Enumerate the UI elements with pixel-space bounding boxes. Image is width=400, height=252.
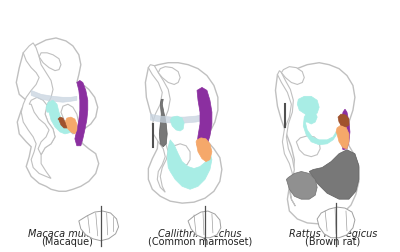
Polygon shape bbox=[309, 150, 359, 199]
Polygon shape bbox=[79, 211, 118, 241]
Polygon shape bbox=[16, 39, 99, 192]
Polygon shape bbox=[286, 172, 317, 199]
Polygon shape bbox=[58, 118, 67, 129]
Polygon shape bbox=[282, 67, 304, 85]
Text: (Common marmoset): (Common marmoset) bbox=[148, 236, 252, 246]
Polygon shape bbox=[170, 144, 190, 167]
Text: (Brown rat): (Brown rat) bbox=[306, 236, 361, 246]
Text: Macaca mulatta: Macaca mulatta bbox=[28, 228, 106, 238]
Polygon shape bbox=[167, 140, 212, 190]
Polygon shape bbox=[148, 66, 170, 193]
Polygon shape bbox=[31, 91, 77, 103]
Polygon shape bbox=[75, 81, 88, 146]
Polygon shape bbox=[317, 207, 355, 238]
Polygon shape bbox=[303, 111, 337, 145]
Polygon shape bbox=[145, 64, 222, 203]
Polygon shape bbox=[46, 101, 71, 134]
Polygon shape bbox=[336, 125, 349, 149]
Polygon shape bbox=[338, 115, 349, 128]
Polygon shape bbox=[159, 100, 167, 147]
Polygon shape bbox=[197, 88, 212, 152]
Polygon shape bbox=[61, 105, 79, 134]
Polygon shape bbox=[21, 44, 55, 179]
Text: (Macaque): (Macaque) bbox=[41, 236, 93, 246]
Polygon shape bbox=[170, 117, 184, 132]
Polygon shape bbox=[188, 211, 221, 238]
Polygon shape bbox=[39, 54, 61, 71]
Polygon shape bbox=[196, 138, 212, 162]
Text: Rattus norvegicus: Rattus norvegicus bbox=[289, 228, 377, 238]
Text: Callithrix jacchus: Callithrix jacchus bbox=[158, 228, 242, 238]
Polygon shape bbox=[65, 118, 77, 134]
Polygon shape bbox=[158, 67, 180, 85]
Polygon shape bbox=[340, 110, 350, 150]
Polygon shape bbox=[150, 115, 205, 123]
Polygon shape bbox=[296, 136, 320, 157]
Polygon shape bbox=[297, 97, 319, 116]
Polygon shape bbox=[276, 64, 359, 224]
Polygon shape bbox=[29, 98, 55, 155]
Polygon shape bbox=[278, 71, 295, 206]
